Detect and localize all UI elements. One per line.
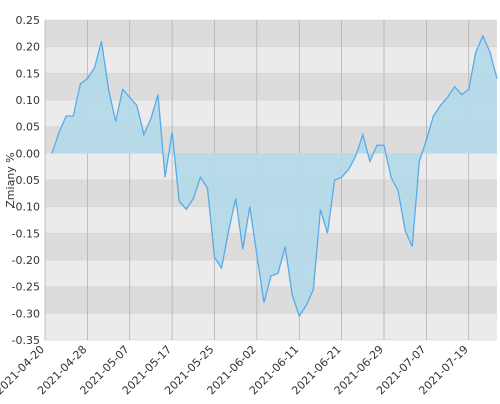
- grid-band: [45, 20, 497, 47]
- y-tick-label: 0.15: [16, 67, 41, 80]
- y-tick-label: -0.15: [12, 227, 40, 240]
- y-axis-label: Zmiany %: [4, 152, 17, 207]
- area: [52, 36, 497, 316]
- y-tick-label: -0.05: [12, 174, 40, 187]
- grid-band: [45, 286, 497, 314]
- y-tick-label: 0.20: [16, 41, 41, 54]
- y-tick-label: -0.10: [12, 201, 40, 214]
- grid-band: [45, 73, 497, 100]
- y-tick-label: 0.10: [16, 94, 41, 107]
- y-tick-label: 0.25: [16, 14, 41, 27]
- y-tick-label: -0.35: [12, 334, 40, 347]
- y-tick-label: -0.25: [12, 281, 40, 294]
- y-tick-label: -0.30: [12, 307, 40, 320]
- grid-band: [45, 313, 497, 340]
- y-tick-label: 0.05: [16, 121, 41, 134]
- y-tick-label: 0.00: [16, 147, 41, 160]
- line: [51, 34, 498, 318]
- y-tick-label: -0.20: [12, 254, 40, 267]
- grid-band: [45, 46, 497, 74]
